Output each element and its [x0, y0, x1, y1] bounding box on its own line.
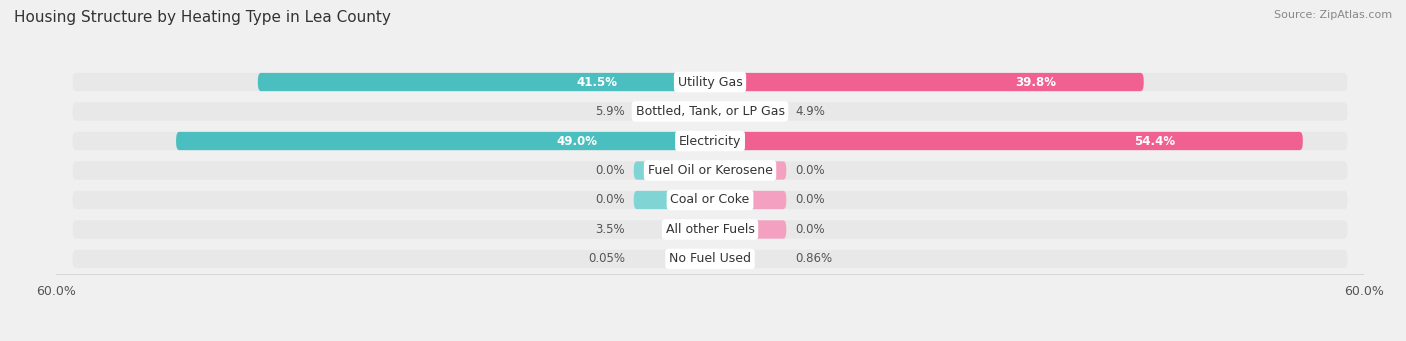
Text: 4.9%: 4.9% — [794, 105, 825, 118]
FancyBboxPatch shape — [73, 73, 1347, 91]
Text: Coal or Coke: Coal or Coke — [671, 193, 749, 207]
Text: 0.0%: 0.0% — [595, 164, 626, 177]
FancyBboxPatch shape — [73, 250, 1347, 268]
FancyBboxPatch shape — [672, 220, 710, 239]
Text: 49.0%: 49.0% — [555, 134, 598, 148]
Text: 54.4%: 54.4% — [1135, 134, 1175, 148]
Text: Bottled, Tank, or LP Gas: Bottled, Tank, or LP Gas — [636, 105, 785, 118]
Text: 41.5%: 41.5% — [576, 75, 617, 89]
FancyBboxPatch shape — [634, 191, 710, 209]
Text: 5.9%: 5.9% — [595, 105, 626, 118]
FancyBboxPatch shape — [73, 132, 1347, 150]
Text: Housing Structure by Heating Type in Lea County: Housing Structure by Heating Type in Lea… — [14, 10, 391, 25]
FancyBboxPatch shape — [176, 132, 710, 150]
FancyBboxPatch shape — [710, 191, 786, 209]
Text: 0.05%: 0.05% — [588, 252, 626, 266]
Text: All other Fuels: All other Fuels — [665, 223, 755, 236]
FancyBboxPatch shape — [73, 161, 1347, 180]
FancyBboxPatch shape — [73, 102, 1347, 121]
FancyBboxPatch shape — [645, 102, 710, 121]
Text: Electricity: Electricity — [679, 134, 741, 148]
Text: 0.0%: 0.0% — [595, 193, 626, 207]
FancyBboxPatch shape — [710, 220, 786, 239]
Text: 3.5%: 3.5% — [595, 223, 626, 236]
FancyBboxPatch shape — [710, 132, 1303, 150]
Text: Fuel Oil or Kerosene: Fuel Oil or Kerosene — [648, 164, 772, 177]
Text: Utility Gas: Utility Gas — [678, 75, 742, 89]
Text: 0.86%: 0.86% — [794, 252, 832, 266]
Text: No Fuel Used: No Fuel Used — [669, 252, 751, 266]
FancyBboxPatch shape — [73, 191, 1347, 209]
FancyBboxPatch shape — [710, 161, 786, 180]
FancyBboxPatch shape — [257, 73, 710, 91]
FancyBboxPatch shape — [634, 161, 710, 180]
FancyBboxPatch shape — [710, 73, 1143, 91]
FancyBboxPatch shape — [710, 102, 763, 121]
Text: 0.0%: 0.0% — [794, 223, 825, 236]
FancyBboxPatch shape — [710, 250, 720, 268]
FancyBboxPatch shape — [73, 220, 1347, 239]
Text: 39.8%: 39.8% — [1015, 75, 1056, 89]
Text: 0.0%: 0.0% — [794, 193, 825, 207]
Text: 0.0%: 0.0% — [794, 164, 825, 177]
Text: Source: ZipAtlas.com: Source: ZipAtlas.com — [1274, 10, 1392, 20]
FancyBboxPatch shape — [707, 250, 713, 268]
